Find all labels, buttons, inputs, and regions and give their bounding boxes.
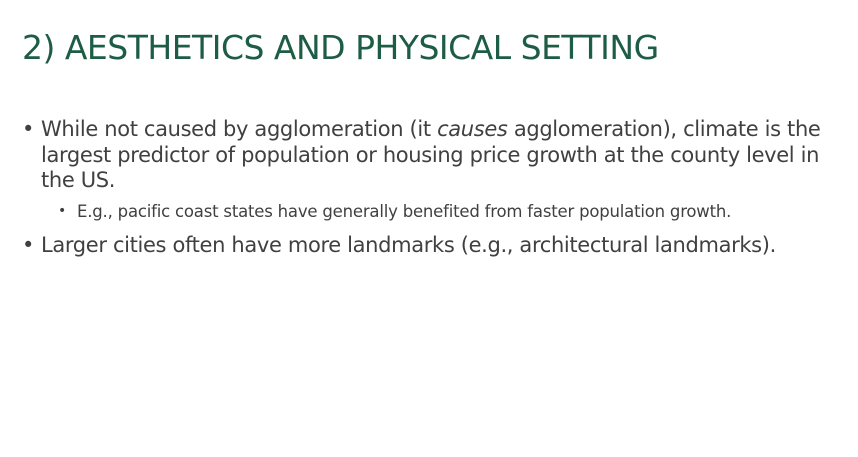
sub-bullet-text: E.g., pacific coast states have generall…: [77, 201, 732, 221]
bullet-text-part: agglomeration), climate is the largest p…: [41, 117, 821, 192]
bullet-marker: •: [22, 233, 35, 257]
bullet-text: Larger cities often have more landmarks …: [41, 233, 776, 257]
bullet-climate: • While not caused by agglomeration (it …: [22, 117, 842, 194]
bullet-text-italic: causes: [437, 117, 508, 141]
bullet-text-part: While not caused by agglomeration (it: [41, 117, 438, 141]
sub-bullet-marker: •: [58, 202, 67, 219]
bullet-marker: •: [22, 117, 35, 141]
sub-bullet-pacific-coast: • E.g., pacific coast states have genera…: [58, 201, 842, 223]
bullet-landmarks: • Larger cities often have more landmark…: [22, 233, 842, 259]
slide-body: • While not caused by agglomeration (it …: [22, 117, 842, 259]
slide-title: 2) AESTHETICS AND PHYSICAL SETTING: [22, 28, 659, 67]
